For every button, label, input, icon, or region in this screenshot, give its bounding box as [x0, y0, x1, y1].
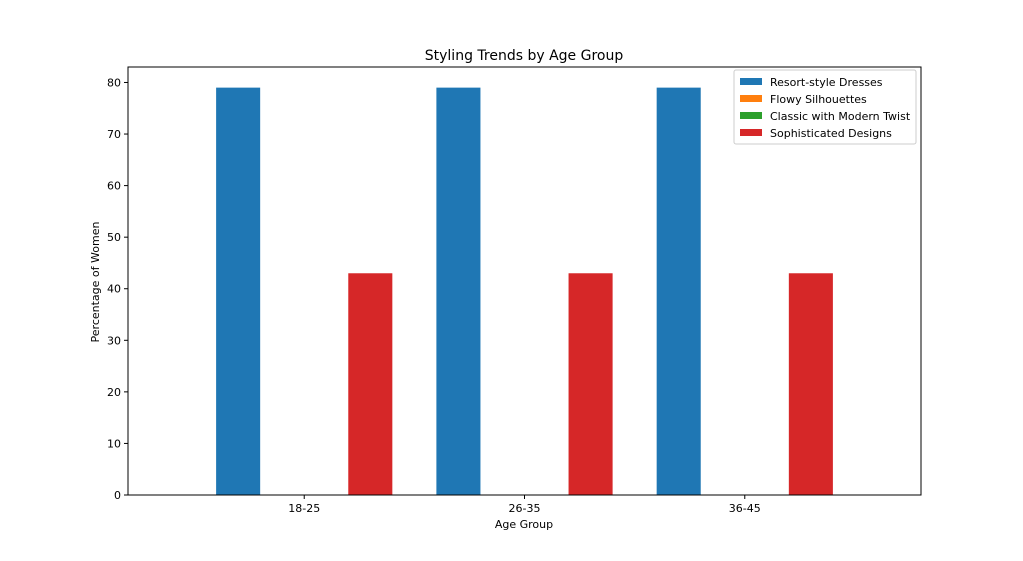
x-tick-label: 26-35: [509, 502, 541, 515]
legend-swatch: [740, 95, 762, 102]
y-tick-label: 70: [107, 128, 121, 141]
legend: Resort-style Dresses Flowy Silhouettes Cla…: [733, 69, 917, 145]
x-axis-label: Age Group: [495, 518, 553, 531]
y-tick-label: 10: [107, 437, 121, 450]
legend-swatch: [740, 78, 762, 85]
bar: [656, 87, 701, 496]
axes-layer: 0 10 20 30 40 50 60 70 80 18-25 26-35 36-45: [107, 66, 922, 515]
y-tick-label: 0: [114, 489, 121, 502]
legend-label: Flowy Silhouettes: [770, 93, 867, 106]
bar: [216, 87, 261, 496]
bars-layer: [216, 87, 833, 496]
legend-label: Classic with Modern Twist: [770, 110, 911, 123]
y-tick-label: 60: [107, 180, 121, 193]
y-tick-label: 30: [107, 334, 121, 347]
y-axis-label: Percentage of Women: [89, 222, 102, 343]
bar: [568, 273, 613, 495]
legend-label: Resort-style Dresses: [770, 76, 883, 89]
y-tick-label: 20: [107, 386, 121, 399]
x-tick-label: 36-45: [729, 502, 761, 515]
y-tick-label: 50: [107, 231, 121, 244]
y-tick-label: 80: [107, 76, 121, 89]
bar: [348, 273, 393, 495]
legend-swatch: [740, 112, 762, 119]
bar: [788, 273, 833, 495]
legend-label: Sophisticated Designs: [770, 127, 892, 140]
legend-swatch: [740, 129, 762, 136]
y-tick-label: 40: [107, 283, 121, 296]
chart-title: Styling Trends by Age Group: [425, 48, 624, 64]
x-tick-label: 18-25: [288, 502, 320, 515]
legend-box: [733, 69, 917, 145]
bar: [436, 87, 481, 496]
